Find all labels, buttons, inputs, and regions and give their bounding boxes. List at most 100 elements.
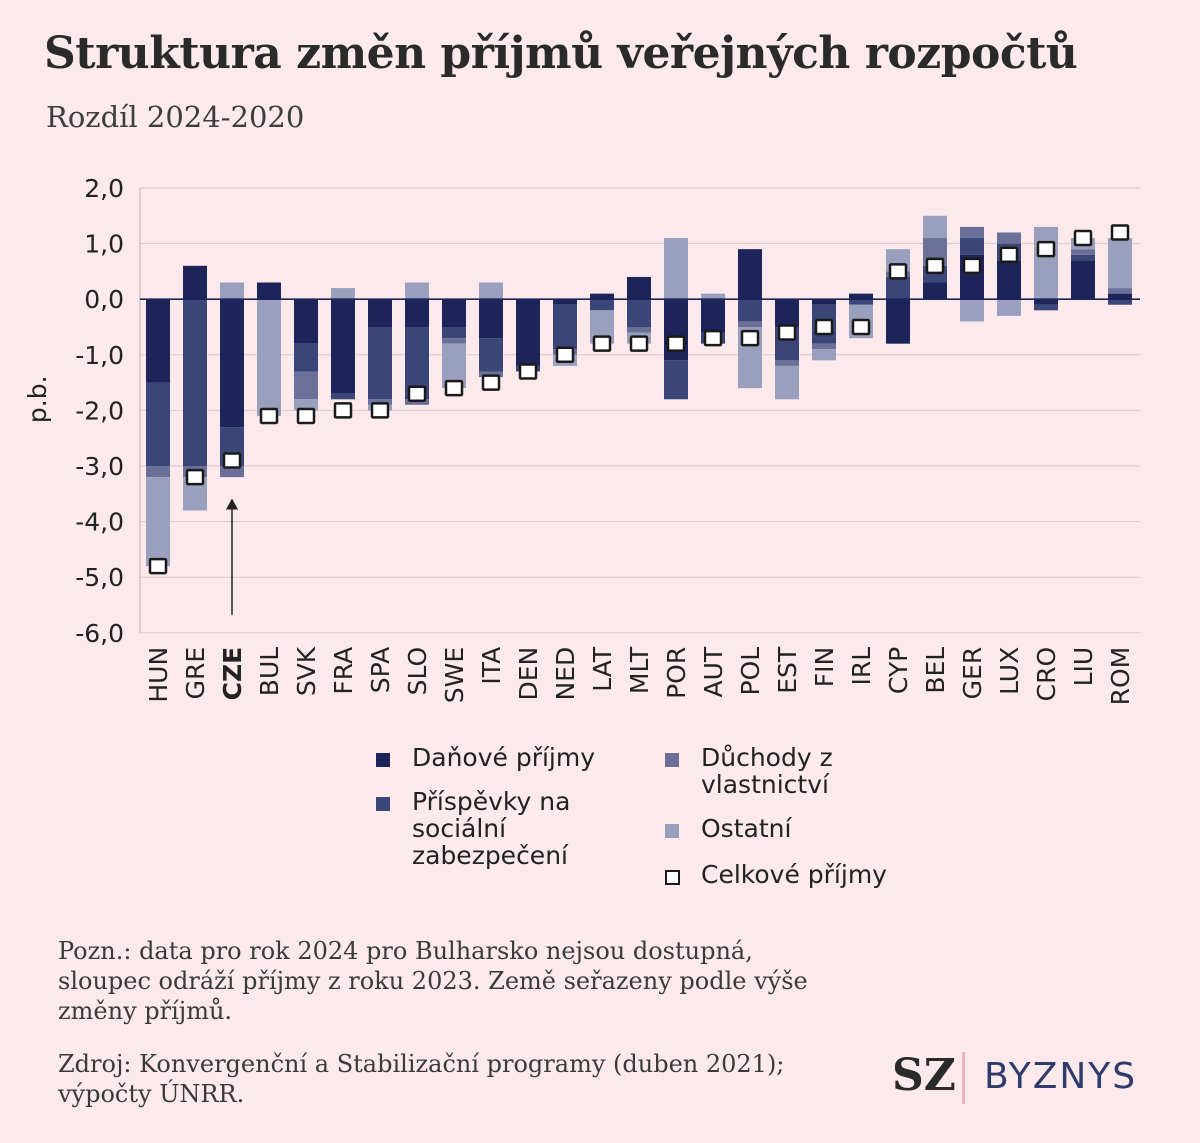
bar-CRO-daňové [1034,299,1058,305]
legend-swatch-property [665,753,679,767]
bar-ROM-důchody [1108,288,1132,294]
bar-GER-důchody [960,226,984,239]
y-tick-label: -2,0 [75,396,124,425]
total-marker-MLT [629,335,649,352]
bar-SPA-příspěvky [368,327,392,400]
legend-swatch-total [665,870,680,885]
bar-GRE-daňové [183,265,207,300]
total-marker-POR [666,335,686,352]
total-marker-DEN [518,363,538,380]
bar-HUN-příspěvky [146,382,170,466]
bar-ROM-příspěvky [1108,299,1132,305]
x-tick-label-BUL: BUL [255,647,284,696]
bar-MLT-příspěvky [627,299,651,327]
total-marker-IRL [851,318,871,336]
bar-POL-příspěvky [738,299,762,322]
bar-ITA-ostatní [479,282,503,300]
bar-SVK-příspěvky [294,343,318,372]
bar-ROM-daňové [1108,293,1132,300]
legend-label-property: Důchody z vlastnictví [701,743,833,799]
x-tick-label-ROM: ROM [1106,647,1135,706]
bar-LIU-příspěvky [1071,254,1095,261]
bar-POR-příspěvky [664,360,688,400]
bar-CYP-daňové [886,299,910,344]
x-tick-label-LAT: LAT [588,646,617,692]
bar-LIU-daňové [1071,260,1095,300]
x-tick-label-ITA: ITA [477,647,506,685]
total-marker-SLO [407,385,427,402]
bar-CZE-ostatní [220,282,244,300]
y-tick-label: 2,0 [84,174,124,203]
legend-swatch-social [376,797,390,811]
x-tick-label-FIN: FIN [810,647,839,687]
bar-SWE-daňové [442,299,466,327]
y-tick-label: -4,0 [75,508,124,537]
total-marker-FRA [333,402,353,419]
bar-LAT-daňové [590,293,614,300]
total-marker-BEL [925,257,945,275]
bar-FRA-ostatní [331,288,355,300]
y-axis-label: p.b. [23,375,52,423]
legend-swatch-other [665,824,679,838]
x-tick-label-POR: POR [662,647,691,699]
bar-LAT-příspěvky [590,299,614,311]
bar-SLO-daňové [405,299,429,327]
bar-DEN-daňové [516,299,540,366]
bar-EST-daňové [775,299,799,327]
bar-POR-ostatní [664,238,688,300]
bar-POL-důchody [738,321,762,327]
total-marker-SVK [296,407,316,425]
bar-LUX-ostatní [997,299,1021,316]
bar-MLT-důchody [627,327,651,333]
legend-label-tax: Daňové příjmy [412,743,596,772]
x-tick-label-CYP: CYP [884,647,913,694]
x-tick-label-CRO: CRO [1032,647,1061,702]
x-axis-labels: HUN GRE CZE BUL SVK FRA SPA SLO SWE ITA DEN NED LAT M… [144,646,1135,705]
logo-byznys: BYZNYS [984,1056,1138,1097]
bar-ITA-důchody [479,371,503,378]
bar-LUX-daňové [997,260,1021,300]
x-tick-label-SLO: SLO [403,647,432,696]
x-tick-label-GRE: GRE [181,647,210,700]
bar-HUN-důchody [146,466,170,478]
x-tick-label-FRA: FRA [329,647,358,695]
bar-SWE-důchody [442,338,466,344]
legend-label-social: Příspěvky na sociální zabezpečení [412,787,571,870]
bar-CYP-příspěvky [886,276,910,300]
bar-ITA-daňové [479,299,503,339]
total-marker-CZE [222,452,242,469]
bar-SVK-důchody [294,371,318,400]
bar-FIN-ostatní [812,349,836,361]
y-tick-label: 0,0 [84,285,124,314]
bar-SLO-ostatní [405,282,429,300]
legend-label-other: Ostatní [701,814,792,843]
x-tick-label-POL: POL [736,647,765,696]
logo-sz: SZ [892,1050,956,1101]
total-marker-HUN [148,557,168,575]
legend-label-total: Celkové příjmy [701,860,887,889]
x-tick-label-GER: GER [958,647,987,700]
bar-SWE-příspěvky [442,327,466,339]
y-tick-label: -6,0 [75,619,124,648]
bar-IRL-příspěvky [849,299,873,305]
x-tick-label-LUX: LUX [995,647,1024,695]
bar-CRO-příspěvky [1034,304,1058,311]
bar-LUX-důchody [997,232,1021,244]
bar-NED-příspěvky [553,304,577,350]
total-marker-BUL [259,407,279,425]
y-tick-label: 1,0 [84,230,124,259]
total-marker-EST [777,324,797,341]
x-tick-label-LIU: LIU [1069,647,1098,687]
footnote: Pozn.: data pro rok 2024 pro Bulharsko n… [58,937,808,1025]
x-tick-label-IRL: IRL [847,647,876,686]
total-marker-LUX [999,246,1019,263]
bar-ROM-ostatní [1108,238,1132,289]
y-tick-label: -1,0 [75,341,124,370]
x-tick-label-BEL: BEL [921,647,950,694]
bar-SPA-důchody [368,399,392,405]
total-marker-ROM [1110,224,1130,241]
total-marker-POL [740,329,760,347]
bar-GER-ostatní [960,299,984,322]
x-tick-label-CZE: CZE [218,647,247,701]
x-tick-label-SWE: SWE [440,647,469,703]
